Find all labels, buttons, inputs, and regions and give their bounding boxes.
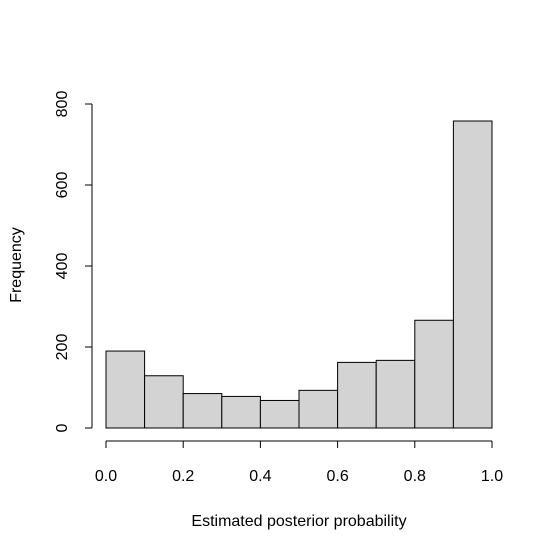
y-tick-label: 400 bbox=[54, 253, 71, 280]
histogram-bar bbox=[337, 361, 377, 429]
x-tick-label: 0.6 bbox=[326, 468, 348, 485]
bars-group bbox=[105, 120, 493, 429]
histogram-bar bbox=[105, 350, 146, 429]
x-axis-title: Estimated posterior probability bbox=[191, 513, 406, 530]
x-axis: 0.0 0.2 0.4 0.6 0.8 1.0 bbox=[95, 440, 503, 485]
histogram-bar bbox=[259, 399, 300, 429]
x-tick-label: 1.0 bbox=[481, 468, 503, 485]
y-axis: 0 200 400 600 800 bbox=[54, 91, 93, 432]
x-tick-label: 0.4 bbox=[249, 468, 271, 485]
y-tick-label: 800 bbox=[54, 91, 71, 118]
histogram-bar bbox=[414, 319, 454, 429]
x-tick-label: 0.8 bbox=[404, 468, 426, 485]
x-tick-label: 0.0 bbox=[95, 468, 117, 485]
histogram-bar bbox=[375, 359, 416, 429]
y-tick-label: 0 bbox=[54, 423, 71, 432]
histogram-bar bbox=[221, 395, 261, 429]
histogram-bar bbox=[144, 375, 184, 429]
x-tick-label: 0.2 bbox=[172, 468, 194, 485]
histogram-bar bbox=[182, 393, 223, 429]
y-tick-label: 200 bbox=[54, 334, 71, 361]
y-axis-title: Frequency bbox=[8, 227, 25, 303]
histogram-bar bbox=[452, 120, 493, 429]
histogram-bar bbox=[298, 389, 339, 429]
y-tick-label: 600 bbox=[54, 172, 71, 199]
